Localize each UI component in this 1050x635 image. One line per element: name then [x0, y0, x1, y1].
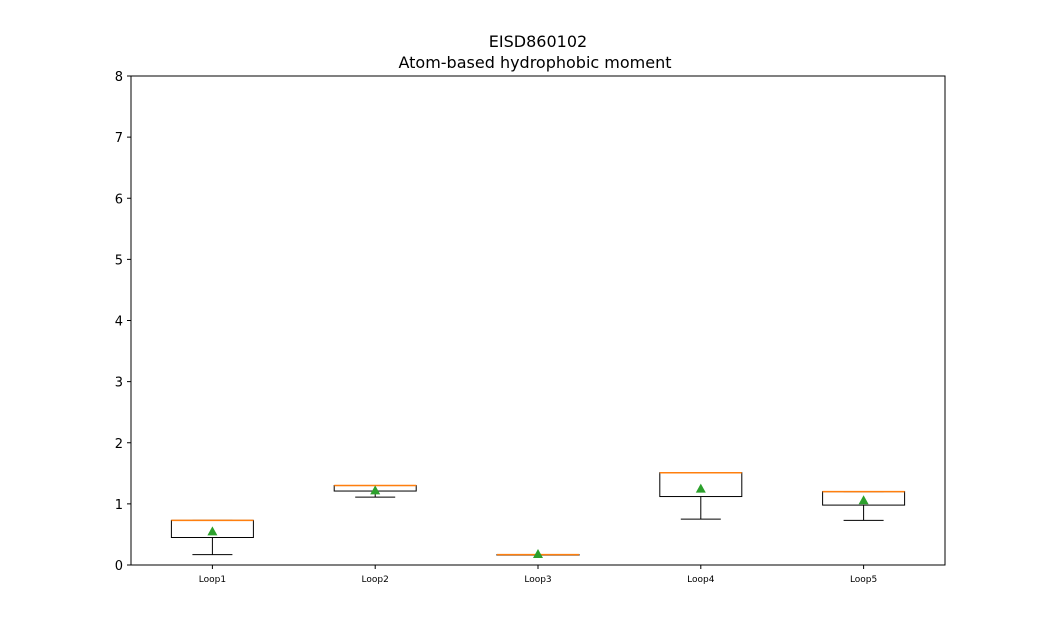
x-tick-label-0: Loop1	[199, 575, 226, 585]
x-tick-label-2: Loop3	[524, 575, 551, 585]
axes-frame	[130, 75, 946, 566]
mean-marker-3	[695, 483, 706, 493]
y-tick-label-7: 7	[115, 131, 123, 146]
y-tick-label-2: 2	[115, 437, 123, 452]
mean-marker-2	[533, 548, 543, 558]
x-tick-label-3: Loop4	[687, 575, 715, 585]
chart-subtitle: Atom-based hydrophobic moment	[398, 53, 671, 72]
chart-title: EISD860102	[489, 32, 587, 51]
y-tick-label-0: 0	[115, 559, 123, 574]
y-tick-label-8: 8	[115, 70, 123, 85]
plot-area: 0 1 2 3 4 5 6 7 8 Loop1 Loop2 Loop3 Loop4 Loop5	[115, 70, 906, 585]
y-tick-label-4: 4	[115, 315, 123, 330]
y-tick-label-1: 1	[115, 498, 123, 513]
y-tick-label-6: 6	[115, 192, 123, 207]
x-tick-label-4: Loop5	[850, 575, 877, 585]
y-tick-label-5: 5	[115, 253, 123, 268]
mean-marker-1	[370, 485, 381, 495]
x-tick-label-1: Loop2	[362, 575, 389, 585]
mean-marker-0	[207, 526, 218, 536]
y-tick-label-3: 3	[115, 376, 123, 391]
mean-marker-4	[858, 495, 869, 505]
